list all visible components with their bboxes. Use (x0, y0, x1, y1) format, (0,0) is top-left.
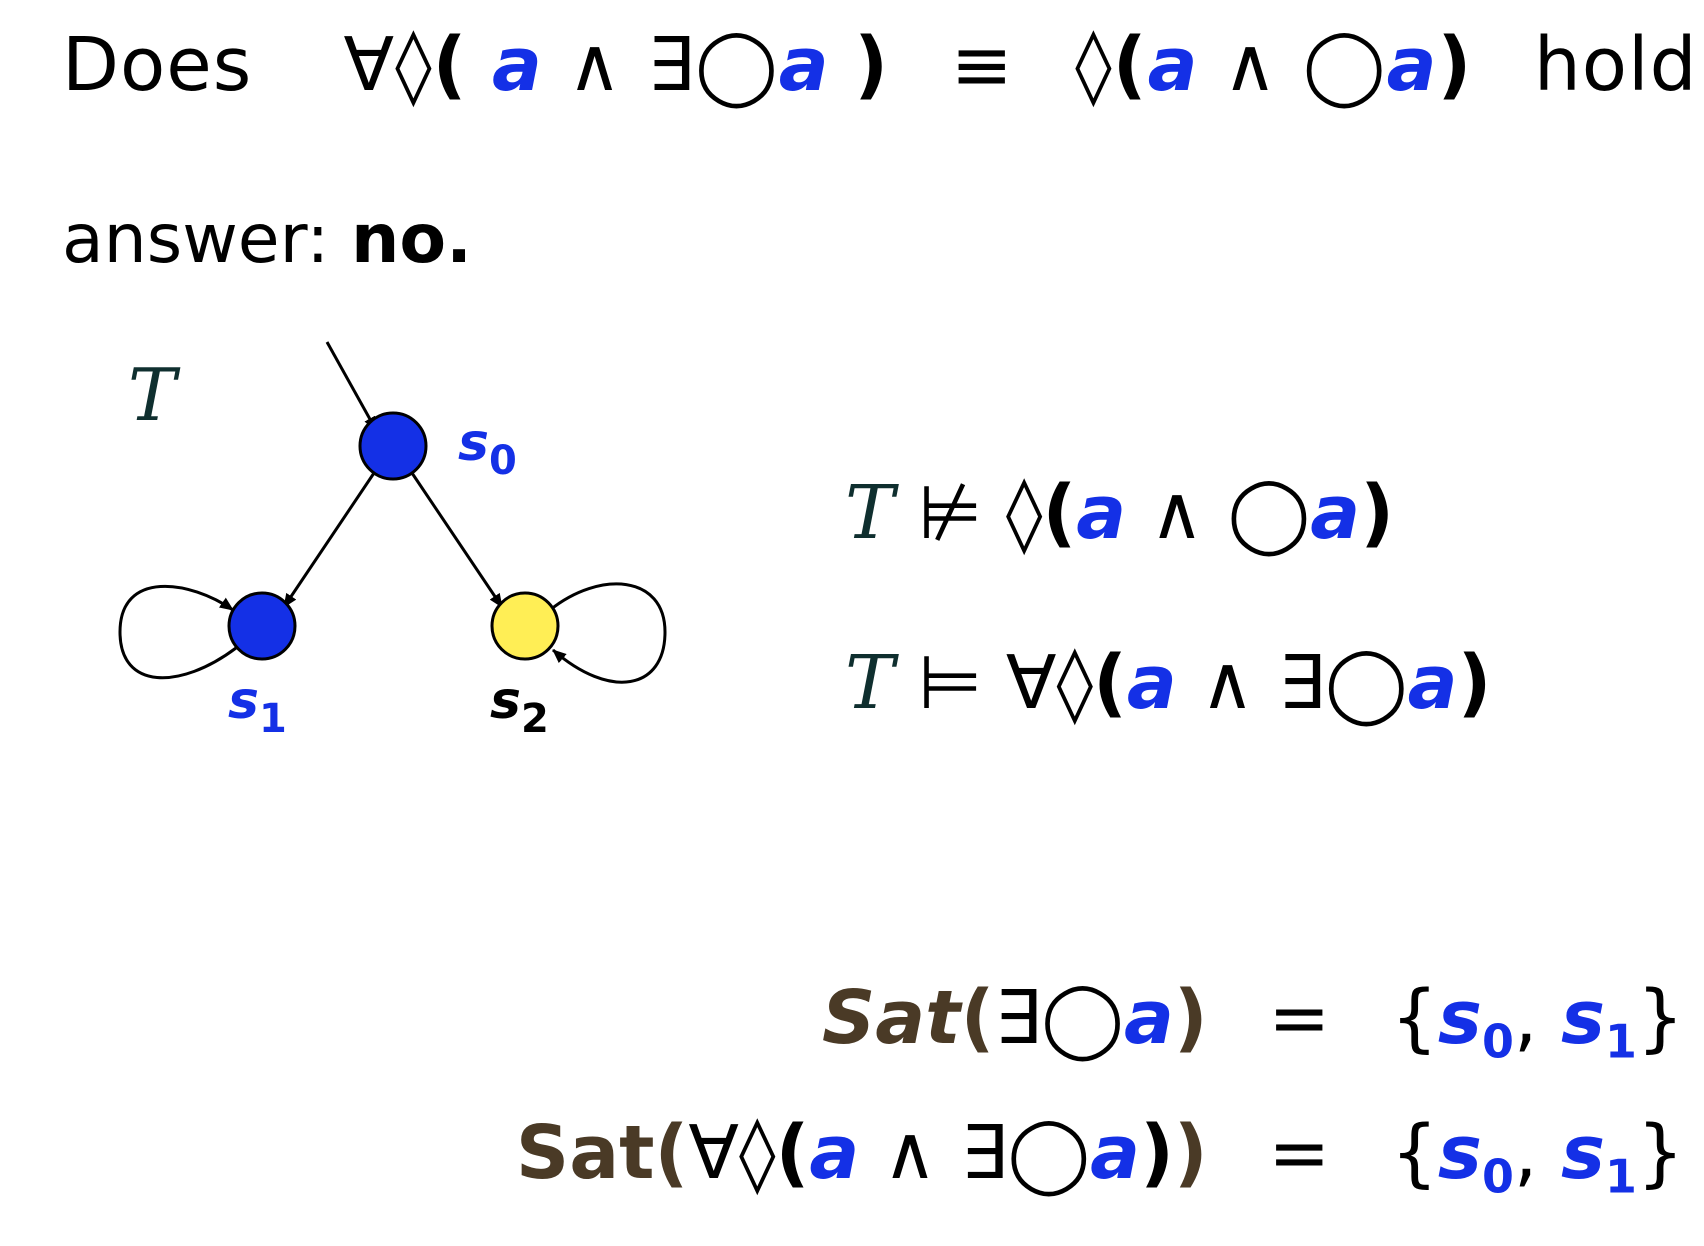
models-op: ⊨ (917, 640, 983, 726)
prop-a: a (492, 22, 543, 108)
close-paren: ) (1360, 470, 1395, 556)
answer-line: answer: no. (62, 200, 472, 279)
system-symbol: T (845, 640, 895, 726)
prop-a: a (809, 1110, 860, 1196)
forall-eventually-op: ∀◊ (688, 1110, 776, 1196)
does-word: Does (62, 22, 253, 108)
state-label-s1: s1 (228, 671, 287, 742)
open-paren: ( (775, 1110, 810, 1196)
state-label-s0: s0 (458, 413, 517, 484)
state-s2 (490, 591, 560, 661)
sat-function: Sat (515, 1110, 655, 1196)
eventually-op: ◊ (1005, 470, 1043, 556)
comma: , (1513, 1110, 1538, 1196)
open-paren: ( (1093, 640, 1127, 726)
answer-value: no. (350, 200, 472, 279)
state-s1-ref: s1 (1560, 975, 1637, 1069)
forall-eventually-op: ∀◊ (343, 22, 433, 108)
equiv-op: ≡ (950, 22, 1014, 108)
transition-system-diagram: T s0 s1 s2 (118, 341, 667, 742)
formula-models: T ⊨ ∀◊(a ∧ ∃◯a) (845, 640, 1491, 726)
question-headline: Does ∀◊( a ∧ ∃◯a ) ≡ ◊(a ∧ ◯a) hold ? (62, 22, 1704, 108)
prop-a: a (1076, 470, 1127, 556)
exists-next-op: ∃◯ (1278, 640, 1408, 726)
formula-not-models: T ⊭ ◊(a ∧ ◯a) (845, 470, 1394, 556)
forall-eventually-op: ∀◊ (1005, 640, 1094, 726)
comma: , (1513, 975, 1538, 1061)
self-loop-s2 (549, 582, 667, 684)
and-op: ∧ (1200, 640, 1255, 726)
initial-arrow (325, 341, 378, 431)
open-paren: ( (1112, 22, 1148, 108)
and-op: ∧ (1149, 470, 1204, 556)
answer-label: answer: (62, 200, 330, 279)
open-paren: ( (1042, 470, 1077, 556)
prop-a: a (1090, 1110, 1141, 1196)
system-label: T (128, 353, 181, 437)
prop-a: a (1126, 640, 1177, 726)
system-symbol: T (845, 470, 895, 556)
exists-next-op: ∃◯ (647, 22, 779, 108)
state-s0 (358, 411, 428, 481)
and-op: ∧ (567, 22, 623, 108)
exists-next-op: ∃◯ (994, 975, 1124, 1061)
equals-sign: = (1268, 1110, 1331, 1196)
open-paren: ( (654, 1110, 689, 1196)
prop-a: a (1310, 470, 1361, 556)
prop-a: a (1407, 640, 1458, 726)
prop-a: a (1123, 975, 1174, 1061)
edge-s0-s1 (282, 472, 376, 608)
state-s0-ref: s0 (1437, 1110, 1514, 1204)
close-paren: ) (1437, 22, 1473, 108)
not-models-op: ⊭ (917, 470, 983, 556)
close-paren: ) (854, 22, 890, 108)
close-paren: ) (1140, 1110, 1174, 1196)
open-paren: ( (432, 22, 468, 108)
prop-a: a (778, 22, 830, 108)
state-s1 (227, 591, 297, 661)
state-s1-ref: s1 (1560, 1110, 1637, 1204)
edge-s0-s2 (410, 472, 504, 608)
sat-function: Sat (821, 975, 961, 1061)
set-open-brace: { (1390, 975, 1438, 1061)
set-close-brace: } (1636, 1110, 1684, 1196)
state-s0-ref: s0 (1437, 975, 1514, 1069)
and-op: ∧ (1223, 22, 1279, 108)
equals-sign: = (1268, 975, 1331, 1061)
prop-a: a (1386, 22, 1438, 108)
and-op: ∧ (882, 1110, 938, 1196)
close-paren: ) (1457, 640, 1492, 726)
self-loop-s1 (118, 585, 237, 680)
next-op: ◯ (1302, 22, 1387, 108)
open-paren: ( (960, 975, 995, 1061)
sat-equation-2: Sat(∀◊(a ∧ ∃◯a)) = {s0, s1} (516, 1110, 1684, 1204)
close-paren: ) (1173, 975, 1208, 1061)
set-close-brace: } (1636, 975, 1684, 1061)
set-open-brace: { (1390, 1110, 1438, 1196)
prop-a: a (1147, 22, 1199, 108)
hold-word: hold (1533, 22, 1698, 108)
exists-next-op: ∃◯ (960, 1110, 1091, 1196)
close-paren: ) (1173, 1110, 1208, 1196)
sat-equation-1: Sat(∃◯a) = {s0, s1} (822, 975, 1684, 1069)
next-op: ◯ (1227, 470, 1311, 556)
state-label-s2: s2 (490, 671, 549, 742)
eventually-op: ◊ (1075, 22, 1113, 108)
